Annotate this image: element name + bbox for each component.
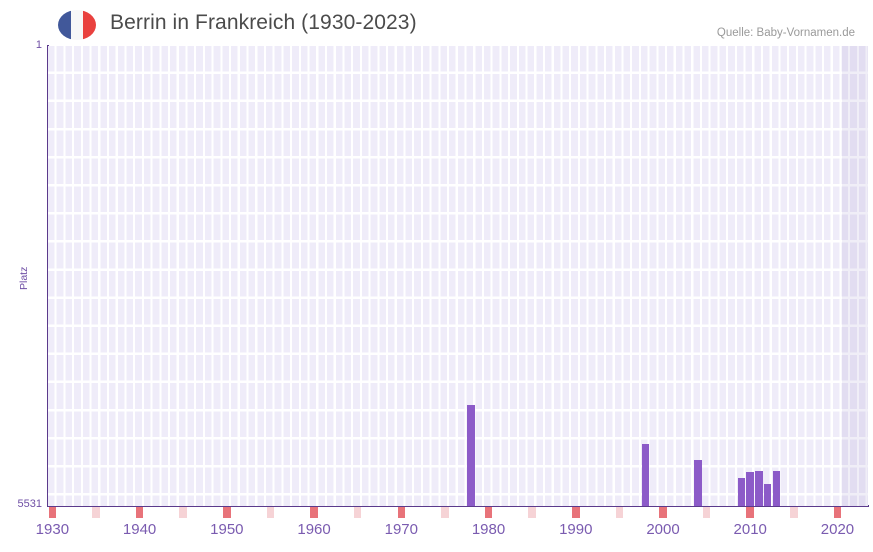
x-tick-label-2020: 2020: [820, 521, 855, 538]
x-tick-mark-1935: [92, 507, 100, 518]
bar-1978[interactable]: [467, 405, 475, 506]
horizontal-gridlines: [48, 46, 868, 506]
bar-2012[interactable]: [763, 484, 772, 506]
x-tick-mark-2010: [746, 507, 754, 518]
x-tick-label-1930: 1930: [35, 521, 70, 538]
x-axis-line: [47, 505, 869, 507]
x-tick-label-1940: 1940: [122, 521, 157, 538]
x-tick-mark-1965: [353, 507, 362, 518]
x-tick-mark-1955: [266, 507, 275, 518]
y-axis-title: Platz: [18, 266, 30, 290]
france-flag-icon: [58, 10, 96, 40]
y-axis-tick-bottom: 5531: [17, 498, 42, 510]
bar-1998[interactable]: [641, 443, 650, 506]
bar-2010[interactable]: [746, 471, 754, 506]
bar-2011[interactable]: [755, 470, 763, 506]
x-tick-mark-2000: [659, 507, 667, 518]
x-tick-mark-2005: [702, 507, 711, 518]
x-tick-label-2010: 2010: [733, 521, 767, 538]
x-tick-mark-2020: [833, 507, 842, 518]
chart-title: Berrin in Frankreich (1930-2023): [110, 11, 417, 34]
x-tick-mark-1960: [310, 507, 318, 518]
bar-2009[interactable]: [737, 478, 746, 506]
x-tick-mark-1945: [179, 507, 187, 518]
x-tick-mark-1970: [397, 507, 406, 518]
bar-2013[interactable]: [772, 471, 781, 506]
y-axis-tick-top: 1: [35, 39, 42, 51]
x-tick-label-1970: 1970: [384, 521, 418, 538]
x-tick-label-1990: 1990: [559, 521, 593, 538]
x-tick-mark-1940: [135, 507, 144, 518]
x-tick-label-2000: 2000: [646, 521, 680, 538]
x-tick-mark-1990: [572, 507, 580, 518]
x-tick-mark-1985: [528, 507, 536, 518]
bar-2004[interactable]: [694, 459, 702, 506]
x-tick-mark-1950: [223, 507, 231, 518]
shaded-recent-region: [841, 46, 868, 506]
x-tick-mark-1995: [615, 507, 624, 518]
x-tick-mark-1980: [484, 507, 493, 518]
source-attribution: Quelle: Baby-Vornamen.de: [716, 27, 855, 39]
x-tick-label-1980: 1980: [471, 521, 506, 538]
x-tick-mark-1975: [441, 507, 449, 518]
x-tick-label-1960: 1960: [297, 521, 331, 538]
x-tick-mark-1930: [48, 507, 57, 518]
x-tick-label-1950: 1950: [210, 521, 244, 538]
x-tick-mark-2015: [790, 507, 798, 518]
plot-area: [48, 46, 868, 506]
